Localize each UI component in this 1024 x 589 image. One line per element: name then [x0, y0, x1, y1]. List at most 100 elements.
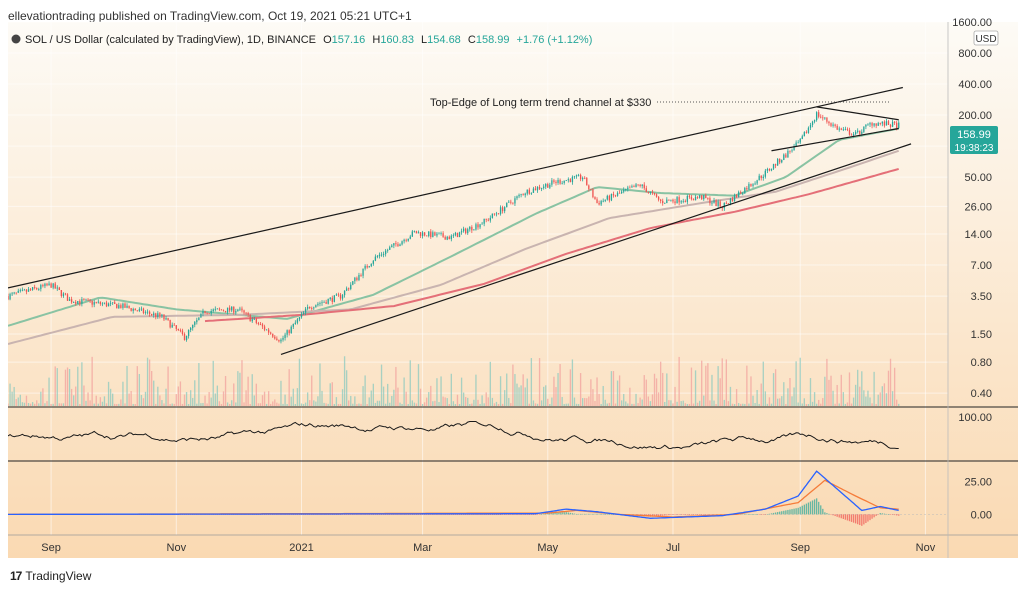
macd-histogram-bar — [524, 514, 526, 515]
candle-body — [144, 312, 147, 313]
candle-body — [97, 301, 99, 303]
macd-histogram-bar — [354, 514, 356, 515]
macd-histogram-bar — [573, 513, 576, 515]
macd-histogram-bar — [588, 513, 590, 515]
volume-bar — [339, 403, 342, 406]
macd-histogram-bar — [522, 514, 524, 515]
price-tick-label: 7.00 — [971, 260, 992, 272]
volume-bar — [286, 403, 288, 406]
macd-histogram-bar — [423, 514, 426, 515]
volume-bar — [144, 391, 147, 406]
candle-body — [497, 213, 500, 215]
candle-body — [473, 229, 475, 231]
volume-bar — [481, 395, 483, 406]
macd-histogram-bar — [854, 514, 857, 524]
trendlines[interactable] — [8, 86, 912, 355]
macd-histogram-bar — [815, 498, 818, 515]
volume-bar — [889, 358, 892, 406]
candle-body — [672, 199, 674, 202]
volume-bar — [300, 403, 303, 406]
volume-bar — [881, 386, 883, 406]
candle-body — [543, 186, 545, 188]
macd-histogram-bar — [694, 514, 697, 515]
macd-histogram-bar — [438, 514, 440, 515]
macd-histogram-bar — [881, 513, 883, 515]
macd-histogram-bar — [828, 513, 830, 515]
volume-bar — [109, 388, 112, 406]
volume-bar — [737, 403, 740, 406]
candle-body — [828, 121, 830, 124]
macd-histogram-bar — [456, 514, 459, 515]
candle-body — [282, 337, 284, 340]
candle-body — [118, 305, 120, 309]
annotation-text[interactable]: Top-Edge of Long term trend channel at $… — [430, 97, 651, 109]
candle-body — [848, 129, 851, 135]
volume-bar — [501, 403, 504, 406]
candle-body — [13, 292, 15, 294]
currency-badge[interactable] — [973, 30, 999, 46]
volume-bar — [282, 403, 284, 406]
candle-body — [148, 311, 151, 314]
candle-body — [604, 199, 606, 201]
volume-bar — [434, 400, 436, 406]
volume-bar — [134, 404, 136, 406]
candle-body — [345, 288, 348, 291]
candle-body — [785, 154, 787, 158]
candle-body — [690, 196, 693, 200]
candle-body — [122, 303, 124, 308]
volume-bar — [68, 369, 71, 406]
volume-bar — [54, 366, 56, 406]
candle-body — [596, 199, 598, 204]
macd-histogram-bar — [483, 514, 485, 515]
volume-bar — [826, 358, 828, 406]
volume-bar — [161, 400, 163, 406]
volume-bar — [766, 403, 769, 406]
candle-body — [553, 180, 555, 182]
candle-body — [879, 123, 881, 124]
candle-body — [885, 121, 888, 126]
volume-bar — [604, 399, 606, 406]
candle-body — [645, 188, 647, 193]
macd-histogram-bar — [520, 514, 522, 515]
volume-bar — [707, 363, 709, 406]
candle-body — [723, 202, 725, 209]
price-tick-label: 800.00 — [958, 48, 992, 60]
candle-body — [140, 308, 143, 310]
candle-body — [11, 293, 13, 295]
volume-bar — [87, 392, 89, 406]
volume-bar — [132, 403, 134, 406]
macd-histogram-bar — [832, 514, 834, 516]
volume-bar — [62, 403, 65, 406]
volume-bar — [504, 390, 506, 406]
candle-body — [87, 299, 89, 301]
macd-histogram-bar — [389, 514, 391, 515]
volume-bar — [216, 385, 219, 406]
candle-body — [477, 224, 479, 228]
volume-bar — [95, 395, 97, 406]
macd-histogram-bar — [701, 514, 703, 515]
volume-bar — [393, 389, 395, 406]
candle-body — [563, 180, 565, 183]
volume-bar — [343, 356, 346, 406]
volume-bar — [809, 378, 812, 406]
candle-body — [770, 168, 773, 171]
price-tick-label: 200.00 — [958, 110, 992, 122]
volume-bar — [430, 385, 432, 406]
candle-body — [600, 201, 602, 205]
macd-histogram-bar — [873, 514, 875, 518]
candle-body — [637, 184, 639, 186]
volume-bar — [719, 378, 721, 406]
tradingview-logo[interactable]: 17 TradingView — [10, 569, 91, 583]
candle-body — [235, 311, 237, 313]
macd-histogram-bar — [512, 514, 514, 515]
volume-bar — [879, 392, 881, 406]
macd-histogram-bar — [602, 513, 604, 515]
candle-body — [832, 124, 834, 126]
volume-bar — [274, 399, 276, 406]
volume-bar — [23, 402, 26, 406]
price-tick-label: 3.50 — [971, 291, 992, 303]
volume-bar — [419, 388, 422, 406]
volume-bar — [34, 403, 36, 406]
candle-body — [754, 183, 756, 185]
